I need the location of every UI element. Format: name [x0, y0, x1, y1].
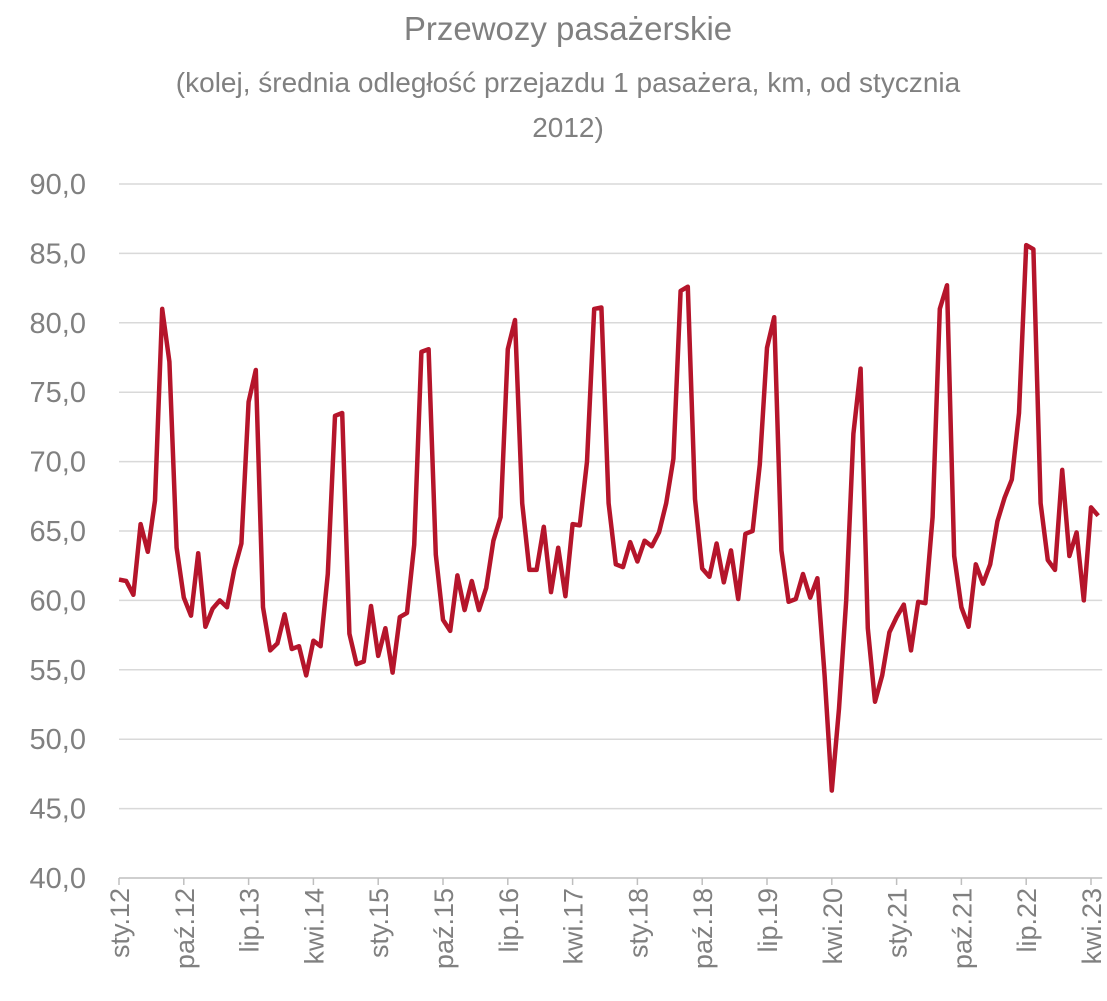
y-tick-label: 80,0	[30, 308, 86, 340]
x-tick-label: sty.18	[623, 888, 653, 958]
chart-subtitle: (kolej, średnia odległość przejazdu 1 pa…	[175, 67, 961, 143]
y-tick-label: 65,0	[30, 516, 86, 548]
x-tick-label: paź.15	[429, 888, 459, 969]
y-tick-label: 50,0	[30, 724, 86, 756]
y-tick-label: 45,0	[30, 794, 86, 826]
x-tick-label: paź.21	[947, 888, 977, 969]
y-tick-label: 75,0	[30, 377, 86, 409]
y-tick-label: 55,0	[30, 655, 86, 687]
x-tick-label: kwi.23	[1077, 888, 1107, 965]
y-tick-label: 90,0	[30, 169, 86, 201]
y-tick-label: 40,0	[30, 863, 86, 895]
x-tick-label: paź.18	[688, 888, 718, 969]
x-tick-label: kwi.14	[299, 888, 329, 965]
x-tick-label: lip.19	[753, 888, 783, 953]
x-tick-label: lip.22	[1012, 888, 1042, 953]
chart-title: Przewozy pasażerskie	[403, 10, 733, 47]
x-tick-label: lip.13	[235, 888, 265, 953]
x-tick-label: lip.16	[494, 888, 524, 953]
x-tick-label: sty.15	[364, 888, 394, 958]
x-tick-label: sty.12	[105, 888, 135, 958]
y-tick-label: 85,0	[30, 238, 86, 270]
data-line	[118, 242, 1100, 793]
y-tick-label: 60,0	[30, 585, 86, 617]
x-tick-label: kwi.17	[559, 888, 589, 965]
x-tick-label: kwi.20	[818, 888, 848, 965]
x-tick-label: sty.21	[883, 888, 913, 958]
y-tick-label: 70,0	[30, 447, 86, 479]
x-tick-label: paź.12	[170, 888, 200, 969]
